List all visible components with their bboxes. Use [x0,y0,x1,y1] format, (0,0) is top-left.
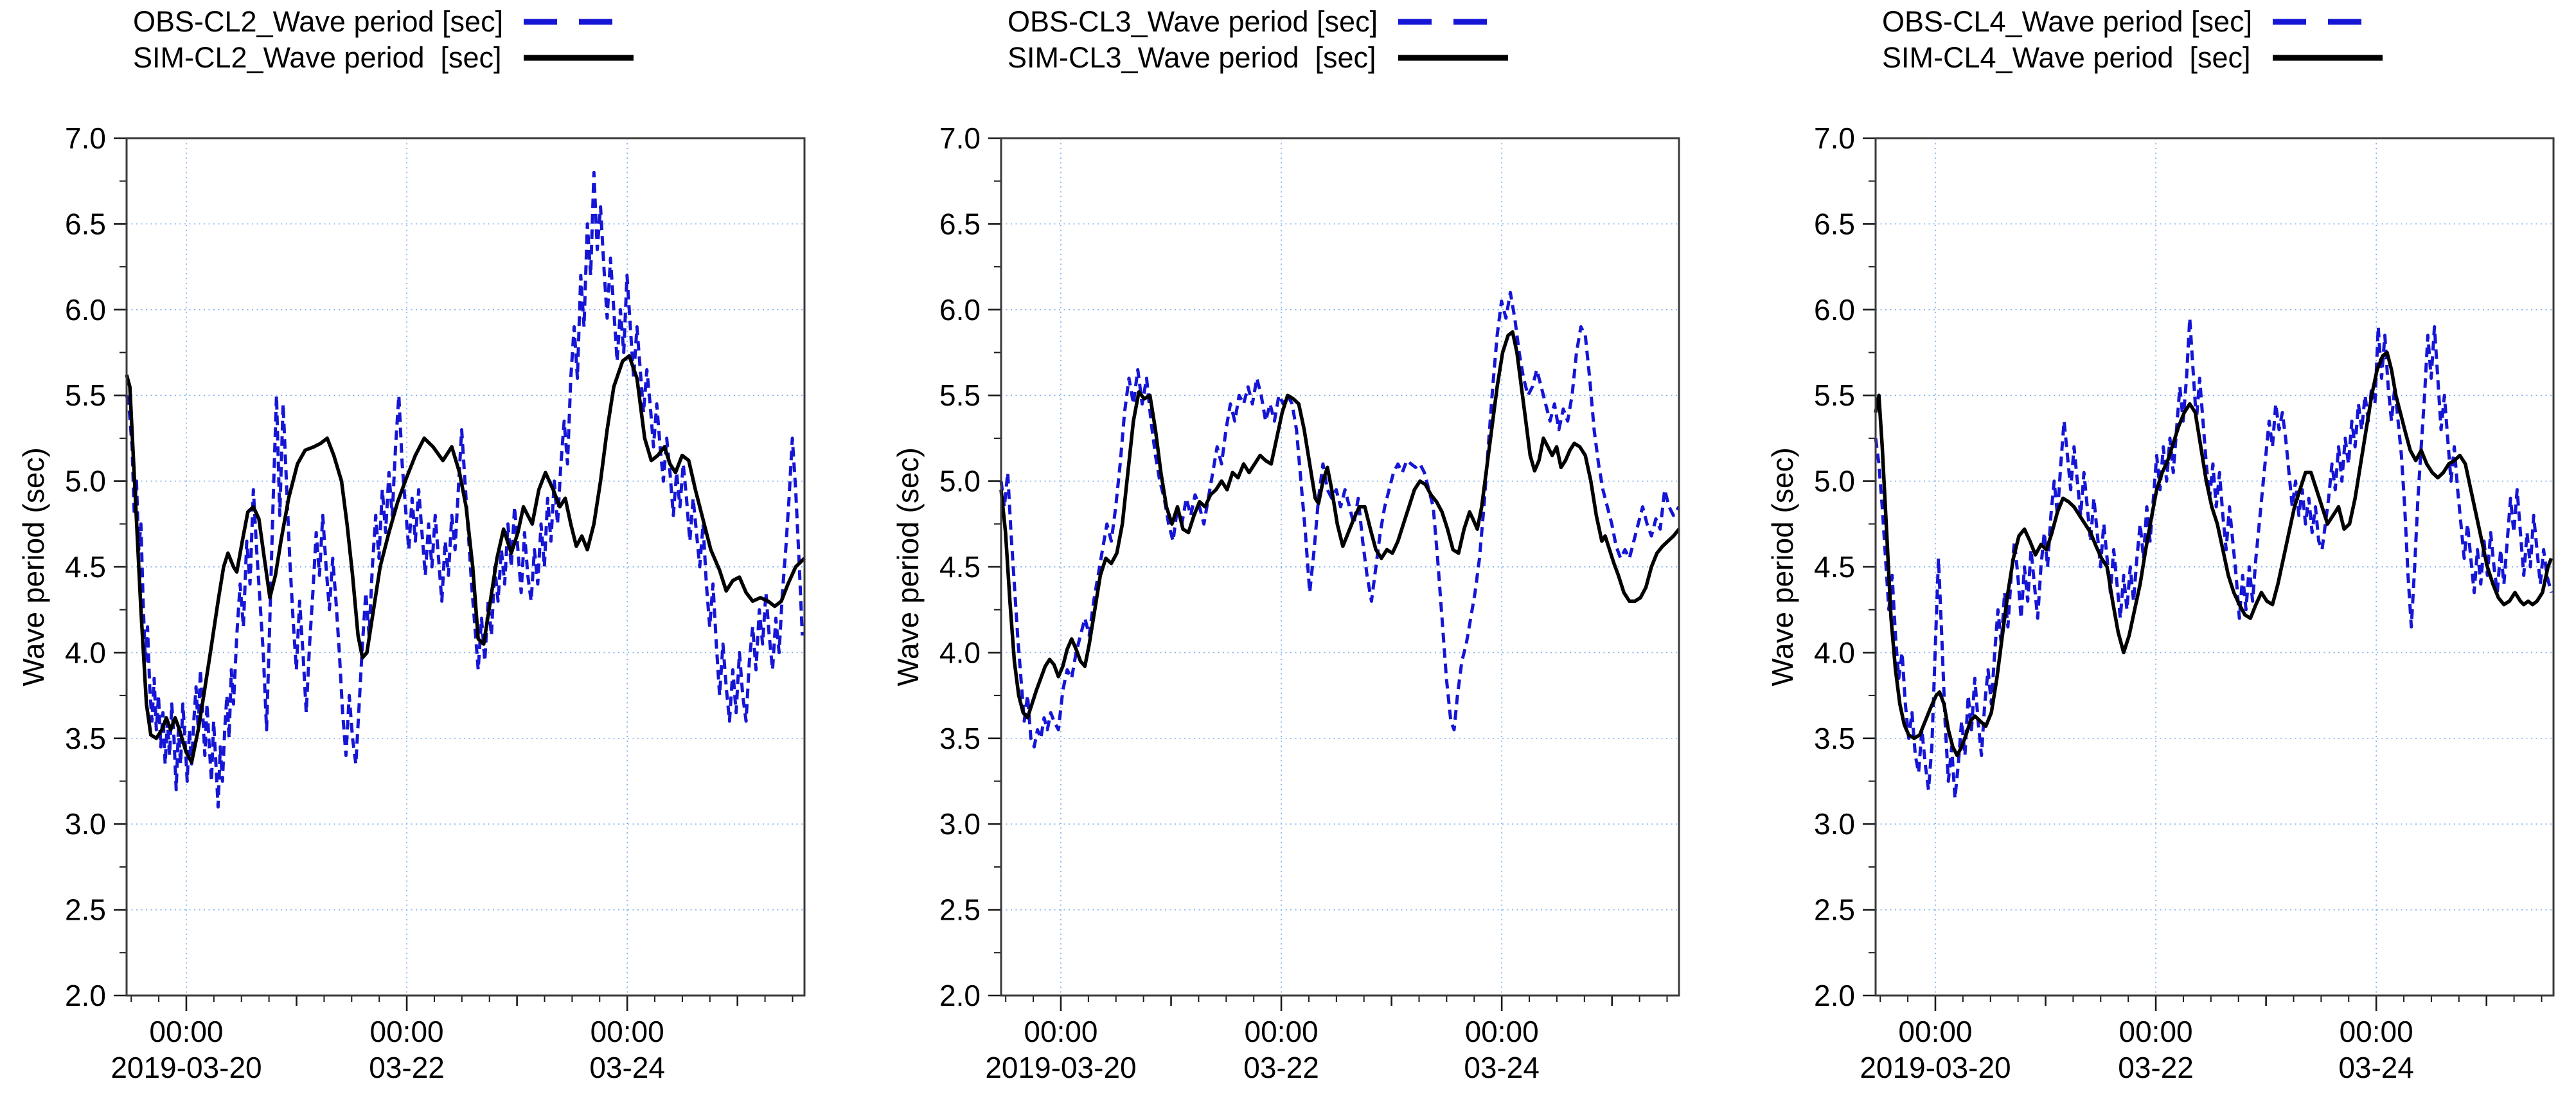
x-tick-date-label: 03-22 [1243,1051,1319,1084]
legend-line-sim-sample [1398,55,1509,61]
x-tick-time-label: 00:00 [1024,1015,1097,1048]
axis-ticks [114,137,794,1011]
y-tick-label: 5.5 [1814,379,1855,412]
sim-cl4-series [1874,350,2554,758]
legend-cl2: OBS-CL2_Wave period [sec] SIM-CL2_Wave p… [133,6,635,73]
gridlines [1001,138,1679,996]
legend-line-sim-sample [2273,55,2383,61]
legend-label-obs-cl3: OBS-CL3_Wave period [sec] [1008,5,1378,38]
legend-label-sim-cl3: SIM-CL3_Wave period [sec] [1008,41,1376,74]
y-tick-label: 4.5 [939,550,981,584]
y-tick-label: 5.5 [939,379,981,412]
y-tick-label: 6.5 [65,207,106,240]
y-tick-label: 4.5 [1814,550,1855,584]
x-tick-date-label: 2019-03-20 [1860,1051,2011,1084]
legend-label-sim-cl2: SIM-CL2_Wave period [sec] [133,41,502,74]
x-tick-time-label: 00:00 [370,1015,444,1048]
y-tick-label: 6.5 [939,207,981,240]
plot-frame [1874,137,2555,997]
y-tick-label: 2.0 [1814,979,1855,1012]
x-tick-date-label: 2019-03-20 [111,1051,262,1084]
y-tick-label: 7.0 [939,121,981,155]
plot-frame [1000,137,1680,997]
y-tick-label: 3.0 [939,807,981,841]
x-tick-time-label: 00:00 [2119,1015,2193,1048]
sim-cl2-series [125,354,806,764]
y-tick-label: 3.5 [65,722,106,755]
y-tick-label: 2.5 [939,893,981,927]
y-tick-label: 6.5 [1814,207,1855,240]
y-tick-label: 2.0 [939,979,981,1012]
y-tick-label: 3.5 [1814,722,1855,755]
y-tick-label: 3.5 [939,722,981,755]
legend-label-obs-cl4: OBS-CL4_Wave period [sec] [1882,5,2253,38]
axis-ticks [1863,137,2543,1011]
x-tick-date-label: 2019-03-20 [985,1051,1136,1084]
plot-frame [125,137,806,997]
chart-cl2: 7.06.56.05.55.04.54.03.53.02.52.000:0020… [65,121,806,1084]
y-tick-label: 5.0 [65,465,106,498]
y-tick-label: 4.0 [65,636,106,669]
legend-cl3: OBS-CL3_Wave period [sec] SIM-CL3_Wave p… [1008,6,1509,73]
x-tick-date-label: 03-24 [2338,1051,2414,1084]
x-tick-time-label: 00:00 [149,1015,223,1048]
y-tick-label: 3.0 [65,807,106,841]
obs-cl2-series [125,170,804,809]
y-tick-label: 2.5 [1814,893,1855,927]
y-tick-label: 5.0 [1814,465,1855,498]
legend-line-obs-sample [524,19,634,25]
chart-cl3: 7.06.56.05.55.04.54.03.53.02.52.000:0020… [939,121,1681,1084]
y-tick-label: 4.5 [65,550,106,584]
x-tick-date-label: 03-22 [2118,1051,2194,1084]
legend-label-obs-cl2: OBS-CL2_Wave period [sec] [133,5,504,38]
y-tick-label: 6.0 [1814,293,1855,326]
y-tick-label: 2.5 [65,893,106,927]
obs-cl4-series [1874,316,2554,800]
axis-ticks [988,137,1668,1011]
x-tick-time-label: 00:00 [1245,1015,1319,1048]
x-tick-date-label: 03-24 [1464,1051,1540,1084]
y-tick-label: 3.0 [1814,807,1855,841]
x-tick-time-label: 00:00 [591,1015,664,1048]
x-tick-time-label: 00:00 [1465,1015,1539,1048]
y-tick-label: 2.0 [65,979,106,1012]
chart-cl4: 7.06.56.05.55.04.54.03.53.02.52.000:0020… [1814,121,2555,1084]
legend-line-obs-sample [2273,19,2383,25]
legend-cl4: OBS-CL4_Wave period [sec] SIM-CL4_Wave p… [1882,6,2384,73]
y-tick-label: 5.5 [65,379,106,412]
gridlines [127,138,804,996]
y-tick-label: 7.0 [1814,121,1855,155]
obs-cl3-series [999,290,1681,749]
x-tick-time-label: 00:00 [2340,1015,2413,1048]
x-tick-date-label: 03-24 [589,1051,665,1084]
y-tick-label: 4.0 [939,636,981,669]
sim-cl3-series [999,330,1681,720]
legend-line-sim-sample [524,55,634,61]
y-tick-label: 6.0 [939,293,981,326]
legend-line-obs-sample [1398,19,1509,25]
gridlines [1876,138,2554,996]
x-tick-time-label: 00:00 [1898,1015,1972,1048]
x-tick-date-label: 03-22 [369,1051,445,1084]
legend-label-sim-cl4: SIM-CL4_Wave period [sec] [1882,41,2251,74]
y-tick-label: 4.0 [1814,636,1855,669]
y-tick-label: 7.0 [65,121,106,155]
y-tick-label: 6.0 [65,293,106,326]
y-tick-label: 5.0 [939,465,981,498]
